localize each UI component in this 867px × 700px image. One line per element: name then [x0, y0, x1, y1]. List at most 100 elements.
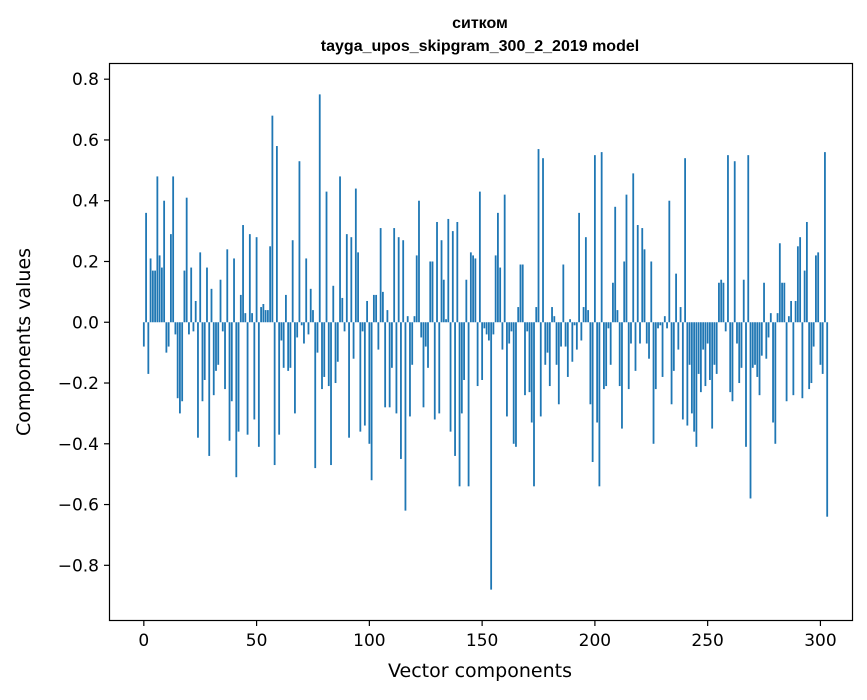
- bar: [776, 313, 779, 323]
- bar: [533, 322, 535, 487]
- bar: [255, 237, 258, 323]
- bar: [684, 158, 686, 323]
- bar: [729, 322, 732, 393]
- x-axis-ticks: 0 50 100 150 200 250 300: [138, 620, 837, 651]
- bar: [630, 322, 632, 344]
- bar: [492, 322, 495, 335]
- x-tick-label: 200: [579, 631, 611, 651]
- bar: [731, 322, 734, 402]
- bar: [724, 322, 727, 332]
- bar: [336, 322, 339, 362]
- bar: [769, 313, 772, 323]
- bar: [359, 322, 362, 432]
- bar: [537, 149, 540, 323]
- bar: [582, 307, 585, 323]
- bar: [487, 322, 490, 341]
- bar: [291, 240, 294, 323]
- bar: [327, 322, 330, 387]
- bar: [190, 267, 193, 323]
- x-tick-label: 100: [353, 631, 385, 651]
- bar: [695, 322, 698, 447]
- bar: [160, 267, 163, 323]
- bar: [548, 322, 551, 387]
- bar: [348, 322, 350, 438]
- bar: [738, 322, 741, 384]
- bar: [372, 294, 375, 323]
- bar: [517, 307, 520, 323]
- bar: [228, 322, 231, 441]
- bar: [181, 322, 184, 402]
- bar: [675, 273, 677, 323]
- bar: [341, 297, 344, 323]
- bar: [560, 322, 562, 347]
- bar: [413, 316, 416, 323]
- bar: [515, 322, 517, 447]
- bar: [183, 270, 186, 323]
- bar: [636, 225, 639, 323]
- y-tick-label: 0.0: [72, 313, 99, 333]
- bar: [201, 322, 204, 402]
- bar: [179, 322, 181, 414]
- bar: [271, 115, 274, 323]
- plot-frame: [108, 62, 854, 622]
- bar: [409, 322, 411, 417]
- bar: [221, 322, 224, 332]
- bar: [765, 322, 768, 359]
- bar: [350, 237, 353, 323]
- bar: [778, 243, 781, 323]
- bar: [819, 322, 822, 365]
- bar: [472, 255, 474, 323]
- bar: [625, 194, 628, 323]
- bar: [688, 322, 691, 365]
- bar: [151, 270, 154, 323]
- bar: [621, 322, 623, 429]
- bar: [652, 322, 655, 444]
- bar: [208, 322, 211, 456]
- bar: [603, 322, 605, 390]
- bar: [521, 264, 524, 323]
- bar: [415, 255, 418, 323]
- bar: [711, 322, 714, 429]
- bar: [440, 240, 443, 323]
- bar: [253, 322, 256, 420]
- bar: [733, 161, 736, 323]
- bar: [745, 322, 747, 447]
- bars-group: [142, 94, 829, 590]
- bar: [713, 322, 716, 365]
- bar: [544, 322, 547, 365]
- bar: [429, 261, 432, 323]
- bar: [269, 246, 272, 323]
- bar: [381, 291, 384, 323]
- bar: [826, 322, 829, 517]
- bar: [542, 158, 544, 323]
- bar: [206, 267, 208, 323]
- bar: [165, 322, 168, 353]
- bar: [334, 322, 337, 384]
- bar: [562, 264, 565, 323]
- bar: [677, 322, 680, 350]
- bar: [591, 322, 594, 463]
- bar: [824, 152, 826, 323]
- bar: [384, 322, 387, 408]
- bar: [278, 322, 281, 435]
- bar: [668, 200, 671, 323]
- bar: [679, 307, 682, 323]
- bar: [727, 155, 729, 323]
- bar: [720, 279, 723, 323]
- bar: [589, 322, 592, 405]
- bar: [323, 322, 326, 377]
- y-tick-label: 0.2: [72, 252, 99, 272]
- x-axis-label: Vector components: [388, 660, 572, 682]
- bar: [796, 246, 799, 323]
- bar: [235, 322, 238, 478]
- bar: [230, 322, 233, 402]
- bar: [790, 300, 792, 323]
- bar: [670, 322, 673, 405]
- bar: [510, 322, 513, 332]
- bar: [519, 264, 522, 323]
- bar: [593, 155, 596, 323]
- bar: [172, 176, 175, 323]
- bar: [391, 322, 393, 368]
- bar: [458, 322, 461, 487]
